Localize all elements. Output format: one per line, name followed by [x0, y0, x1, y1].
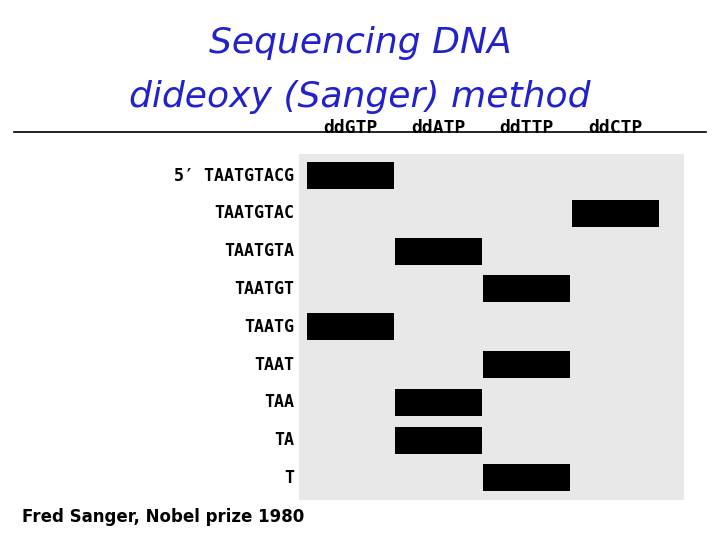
Text: TAATGTAC: TAATGTAC — [214, 204, 294, 222]
Text: TAATGT: TAATGT — [234, 280, 294, 298]
Text: TAATGTA: TAATGTA — [224, 242, 294, 260]
Text: T: T — [284, 469, 294, 487]
Text: TAA: TAA — [264, 393, 294, 411]
Text: ddATP: ddATP — [411, 119, 466, 137]
Text: TAAT: TAAT — [253, 355, 294, 374]
Text: Sequencing DNA: Sequencing DNA — [209, 26, 511, 60]
Text: 5′ TAATGTACG: 5′ TAATGTACG — [174, 166, 294, 185]
Text: ddTTP: ddTTP — [499, 119, 554, 137]
Text: ddGTP: ddGTP — [323, 119, 378, 137]
Text: TAATG: TAATG — [244, 318, 294, 336]
Text: dideoxy (Sanger) method: dideoxy (Sanger) method — [130, 80, 590, 114]
Text: ddCTP: ddCTP — [588, 119, 643, 137]
Text: TA: TA — [274, 431, 294, 449]
Text: Fred Sanger, Nobel prize 1980: Fred Sanger, Nobel prize 1980 — [22, 509, 304, 526]
